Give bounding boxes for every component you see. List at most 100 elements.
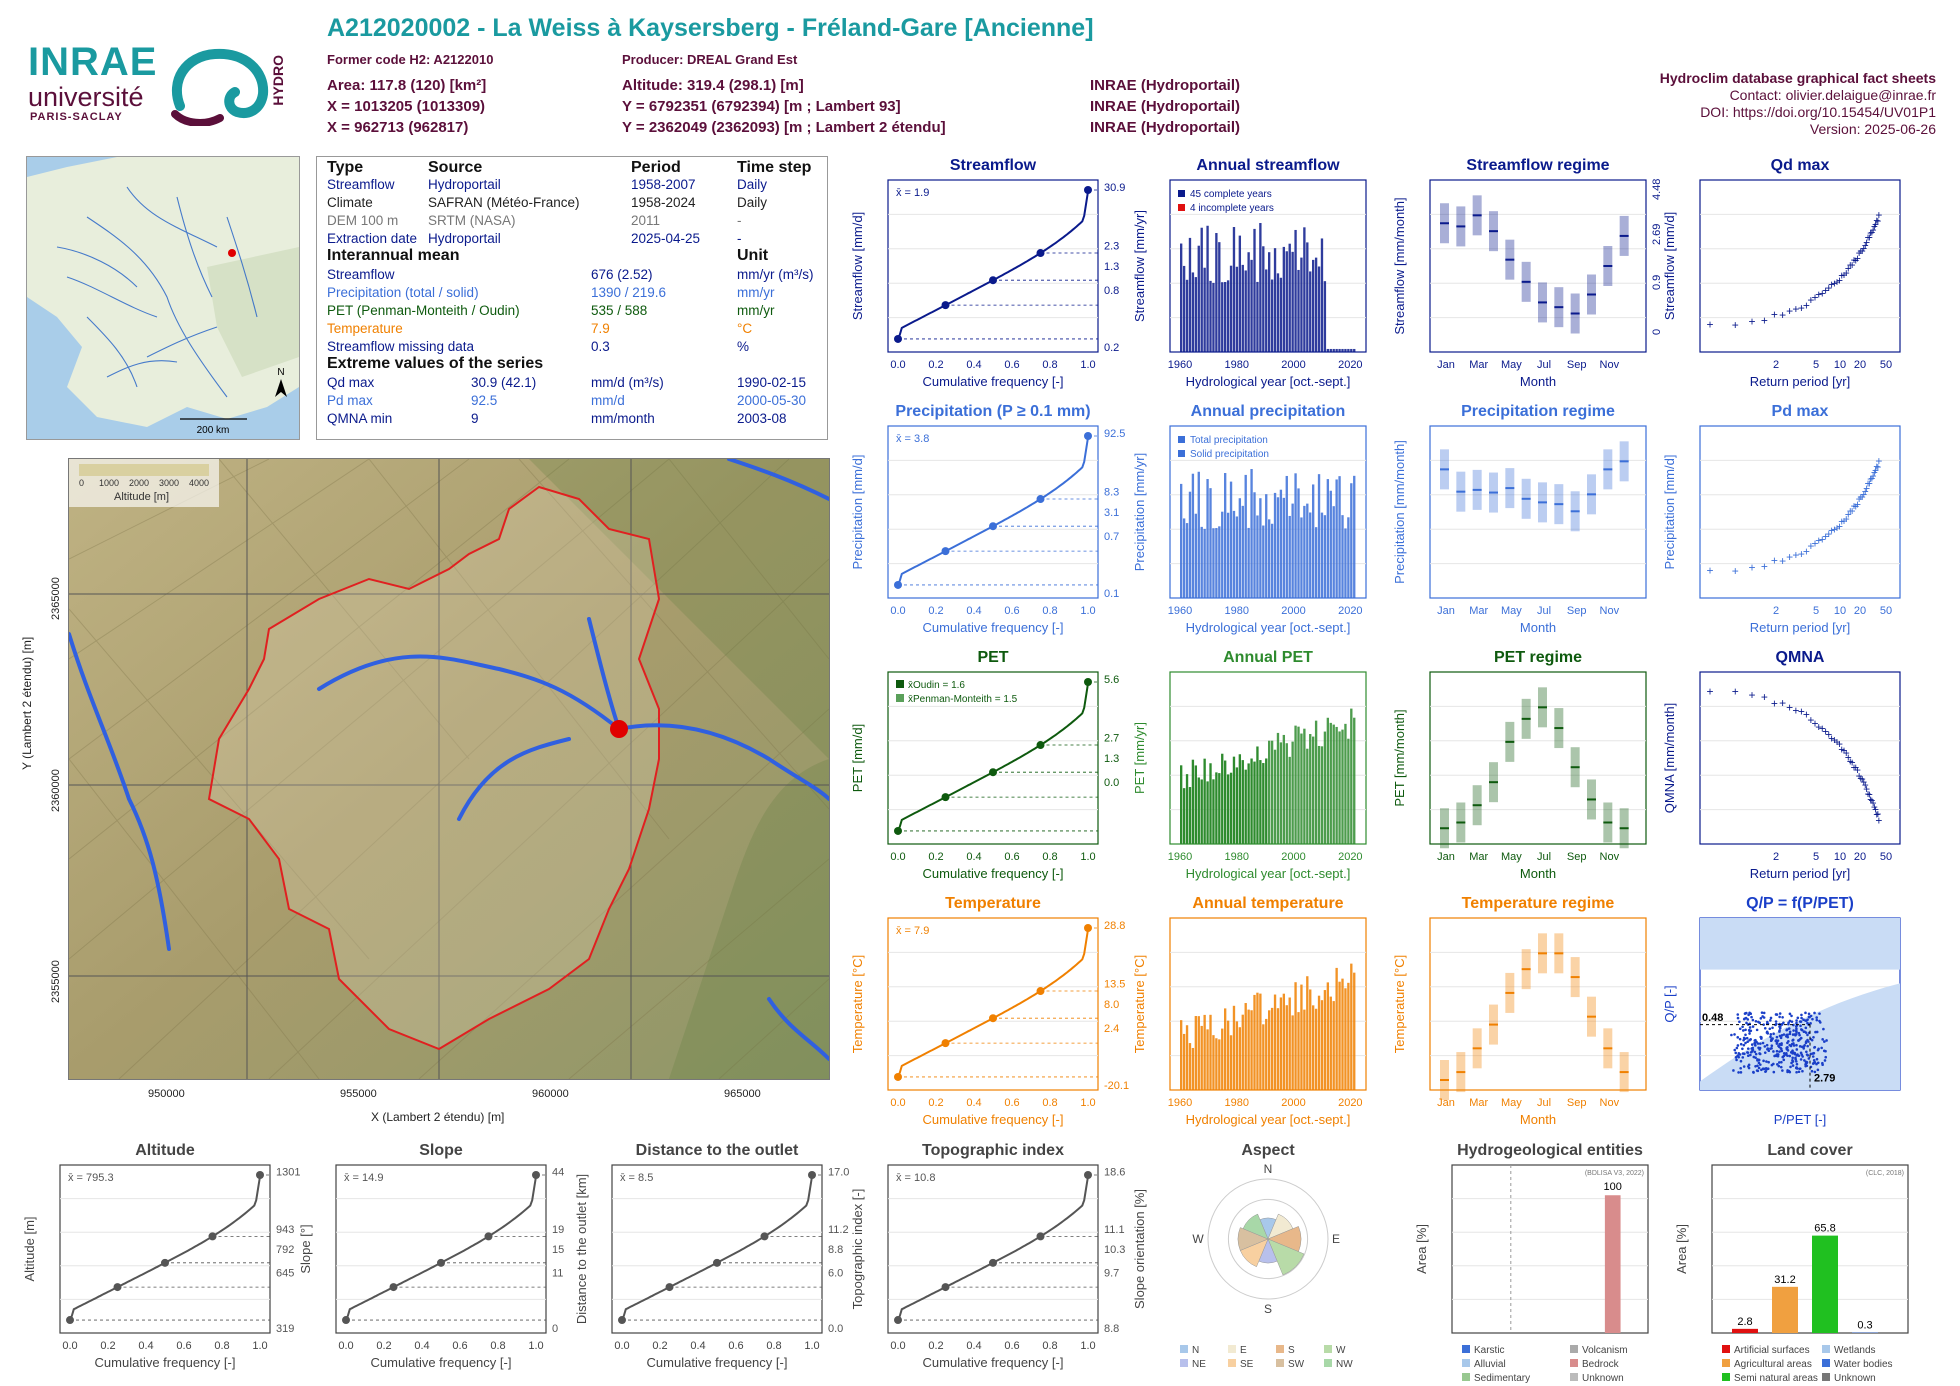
river-weiss (317, 654, 621, 731)
annual_streamflow-bar (1344, 348, 1347, 352)
annual_temperature-bar (1309, 989, 1312, 1090)
landcover-label: 0.3 (1857, 1320, 1872, 1332)
map-xlabel: X (Lambert 2 étendu) [m] (371, 1110, 505, 1124)
source-1: INRAE (Hydroportail) (1090, 77, 1240, 94)
qp-point (1806, 1038, 1809, 1042)
precipitation-right-tick: 3.1 (1104, 507, 1119, 519)
interannual-title: Interannual mean (327, 247, 460, 264)
qp-point (1764, 1070, 1767, 1073)
aspect-legend: NW (1336, 1359, 1353, 1370)
qmna-point: + (1866, 788, 1873, 802)
annual_streamflow-bar (1262, 246, 1265, 352)
qp-point (1767, 1060, 1770, 1064)
qmna-point: + (1854, 763, 1861, 777)
qp-point (1778, 1050, 1781, 1053)
qp-point (1786, 1049, 1790, 1052)
qp-point (1770, 1037, 1773, 1041)
precipitation-xtick: 0.2 (928, 605, 943, 617)
annual_streamflow-bar (1241, 264, 1244, 352)
info-step: - (737, 231, 742, 246)
im-value: 535 / 588 (591, 303, 648, 318)
annual_streamflow-bar (1191, 272, 1195, 352)
qp-point (1775, 1054, 1778, 1058)
annual_streamflow-bar (1329, 348, 1332, 352)
annual_temperature-xtick: 2020 (1338, 1097, 1362, 1109)
qp-point (1816, 1048, 1820, 1052)
legend-tick-1: 1000 (99, 478, 119, 488)
qp-point (1804, 1063, 1808, 1067)
annual_streamflow-ylabel: Streamflow [mm/yr] (1132, 210, 1147, 322)
qp-point (1798, 1033, 1801, 1037)
annual_streamflow-bar (1185, 279, 1189, 352)
qp-point (1811, 1017, 1814, 1021)
streamflow-right-tick: 1.3 (1104, 261, 1119, 273)
annual_precipitation-bar (1297, 488, 1300, 598)
qp-point (1798, 1020, 1802, 1023)
precipitation-chart: Precipitation (P ≥ 0.1 mm) Cumulative fre… (850, 403, 1125, 635)
annual_precipitation-bar (1326, 479, 1330, 598)
precipitation-mean: x̄ = 3.8 (896, 433, 929, 445)
pet_regime-ylabel: PET [mm/month] (1392, 709, 1407, 806)
slope-mean: x̄ = 14.9 (344, 1172, 383, 1184)
qp-point (1795, 1067, 1799, 1070)
distance-right-tick: 6.0 (828, 1268, 843, 1280)
precipitation_regime-xtick: Nov (1600, 605, 1620, 617)
annual_precipitation-bar (1250, 469, 1253, 598)
altitude-ylabel: Altitude [m] (22, 1216, 37, 1281)
qp-point (1815, 1016, 1818, 1019)
doi[interactable]: DOI: https://doi.org/10.15454/UV01P1 (1700, 104, 1936, 120)
annual_temperature-bar (1312, 1005, 1315, 1090)
distance-mean: x̄ = 8.5 (620, 1172, 653, 1184)
qmna-point: + (1873, 807, 1880, 821)
slope-right-tick: 0 (552, 1323, 558, 1335)
info-period: 1958-2007 (631, 177, 696, 192)
annual_pet-bar (1182, 788, 1186, 844)
temperature_regime-frame (1429, 917, 1647, 1091)
aspect-legend-swatch (1276, 1345, 1284, 1353)
qp-point (1794, 1058, 1797, 1061)
qd_max-point: + (1771, 307, 1778, 321)
qd_max-point: + (1871, 220, 1878, 234)
qd_max-point: + (1761, 313, 1768, 327)
qp-point (1744, 1028, 1747, 1032)
pet-right-tick: 0.0 (1104, 777, 1119, 789)
north-arrow-icon (275, 379, 287, 397)
hydrogeo-legend: Karstic (1474, 1345, 1505, 1356)
annual_precipitation-bar (1320, 512, 1324, 598)
hydrogeo-legend: Sedimentary (1474, 1373, 1530, 1384)
annual_temperature-bar (1229, 1035, 1233, 1090)
altitude-xtick: 0.8 (214, 1340, 229, 1352)
qp-point (1801, 1069, 1804, 1073)
hydrogeo-legend: Unknown (1582, 1373, 1624, 1384)
qp-point (1792, 1042, 1795, 1045)
annual_pet-bar (1256, 746, 1259, 844)
river-ne (727, 459, 829, 501)
legend-tick-0: 0 (79, 478, 84, 488)
streamflow_regime-xtick: Jul (1537, 359, 1551, 371)
x-lambert93: X = 1013205 (1013309) (327, 98, 486, 115)
qp-point (1778, 1012, 1782, 1015)
annual_streamflow-xtick: 2000 (1281, 359, 1305, 371)
annual_temperature-bar (1335, 967, 1338, 1090)
qp-point (1742, 1036, 1746, 1040)
qp-point (1733, 1033, 1736, 1036)
aspect-legend-swatch (1180, 1345, 1188, 1353)
qp-point (1750, 1047, 1754, 1050)
aspect-legend: E (1240, 1345, 1247, 1356)
annual_temperature-bar (1329, 996, 1332, 1090)
area: Area: 117.8 (120) [km²] (327, 77, 487, 94)
pd_max-point: + (1792, 548, 1799, 562)
qp-point (1753, 1042, 1757, 1045)
ext-value: 9 (471, 411, 479, 426)
aspect-legend: S (1288, 1345, 1295, 1356)
annual_streamflow-bar (1314, 257, 1318, 352)
hydrogeo-legend: Alluvial (1474, 1359, 1506, 1370)
temperature-xlabel: Cumulative frequency [-] (923, 1112, 1064, 1127)
annual_pet-bar (1314, 720, 1318, 844)
ext-date: 1990-02-15 (737, 375, 807, 390)
qmna-point: + (1847, 755, 1854, 769)
qmna-title: QMNA (1776, 649, 1825, 666)
annual_streamflow-title: Annual streamflow (1196, 157, 1340, 174)
qp-point (1813, 1070, 1817, 1074)
annual_temperature-bar (1291, 1015, 1294, 1090)
